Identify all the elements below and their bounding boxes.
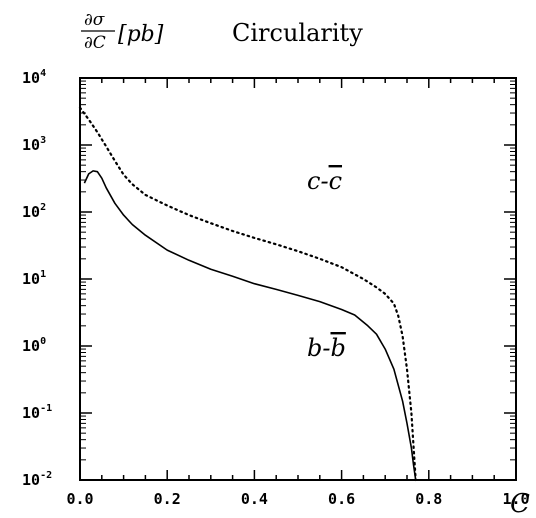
y-tick-label-base: 10	[22, 471, 40, 489]
y-tick-label-exponent: 0	[40, 336, 46, 347]
x-tick-label: 0.8	[415, 490, 442, 508]
y-tick-label: 100	[22, 336, 46, 355]
y-label-numerator: ∂σ	[84, 10, 105, 30]
y-tick-label-exponent: 3	[40, 135, 46, 146]
y-tick-label-exponent: 1	[40, 269, 46, 280]
y-tick-label: 101	[22, 269, 46, 288]
series-label-c-main: c-	[307, 167, 329, 195]
y-tick-label-base: 10	[22, 203, 40, 221]
y-tick-label-exponent: 4	[40, 68, 46, 79]
x-tick-label: 0.4	[241, 490, 268, 508]
plot-frame	[79, 77, 517, 481]
ticks-layer	[79, 77, 517, 481]
series-layer	[78, 106, 417, 482]
y-tick-label-exponent: -1	[40, 403, 52, 414]
x-tick-label: 0.2	[154, 490, 181, 508]
series-label-b-bar: b	[330, 334, 345, 362]
y-tick-label-base: 10	[22, 404, 40, 422]
y-tick-label-exponent: 2	[40, 202, 46, 213]
y-axis-label: ∂σ ∂C [pb]	[81, 10, 164, 53]
y-label-denominator: ∂C	[84, 33, 106, 53]
y-tick-label: 104	[22, 68, 46, 87]
series-label-b: b-b	[307, 334, 346, 362]
x-tick-label: 1.0	[502, 490, 529, 508]
y-tick-label-base: 10	[22, 136, 40, 154]
y-label-unit: [pb]	[118, 22, 164, 47]
x-tick-label: 0.0	[66, 490, 93, 508]
series-label-c-bar: c	[329, 167, 342, 195]
y-tick-label-base: 10	[22, 69, 40, 87]
y-tick-label: 10-1	[22, 403, 52, 422]
series-label-c: c-c	[307, 167, 342, 195]
series-line-c-cbar	[78, 106, 417, 482]
chart-title: Circularity	[232, 19, 363, 47]
y-tick-label: 10-2	[22, 470, 52, 489]
y-tick-label: 103	[22, 135, 46, 154]
tick-labels-layer: 0.0 0.2 0.4 0.6 0.8 1.010410310210110010-110-…	[22, 68, 530, 508]
y-tick-label-base: 10	[22, 337, 40, 355]
x-axis-label: C	[510, 489, 530, 518]
series-line-b-bbar	[83, 170, 417, 481]
y-tick-label-exponent: -2	[40, 470, 52, 481]
series-label-b-main: b-	[307, 334, 330, 362]
y-tick-label: 102	[22, 202, 46, 221]
y-tick-label-base: 10	[22, 270, 40, 288]
x-tick-label: 0.6	[328, 490, 355, 508]
